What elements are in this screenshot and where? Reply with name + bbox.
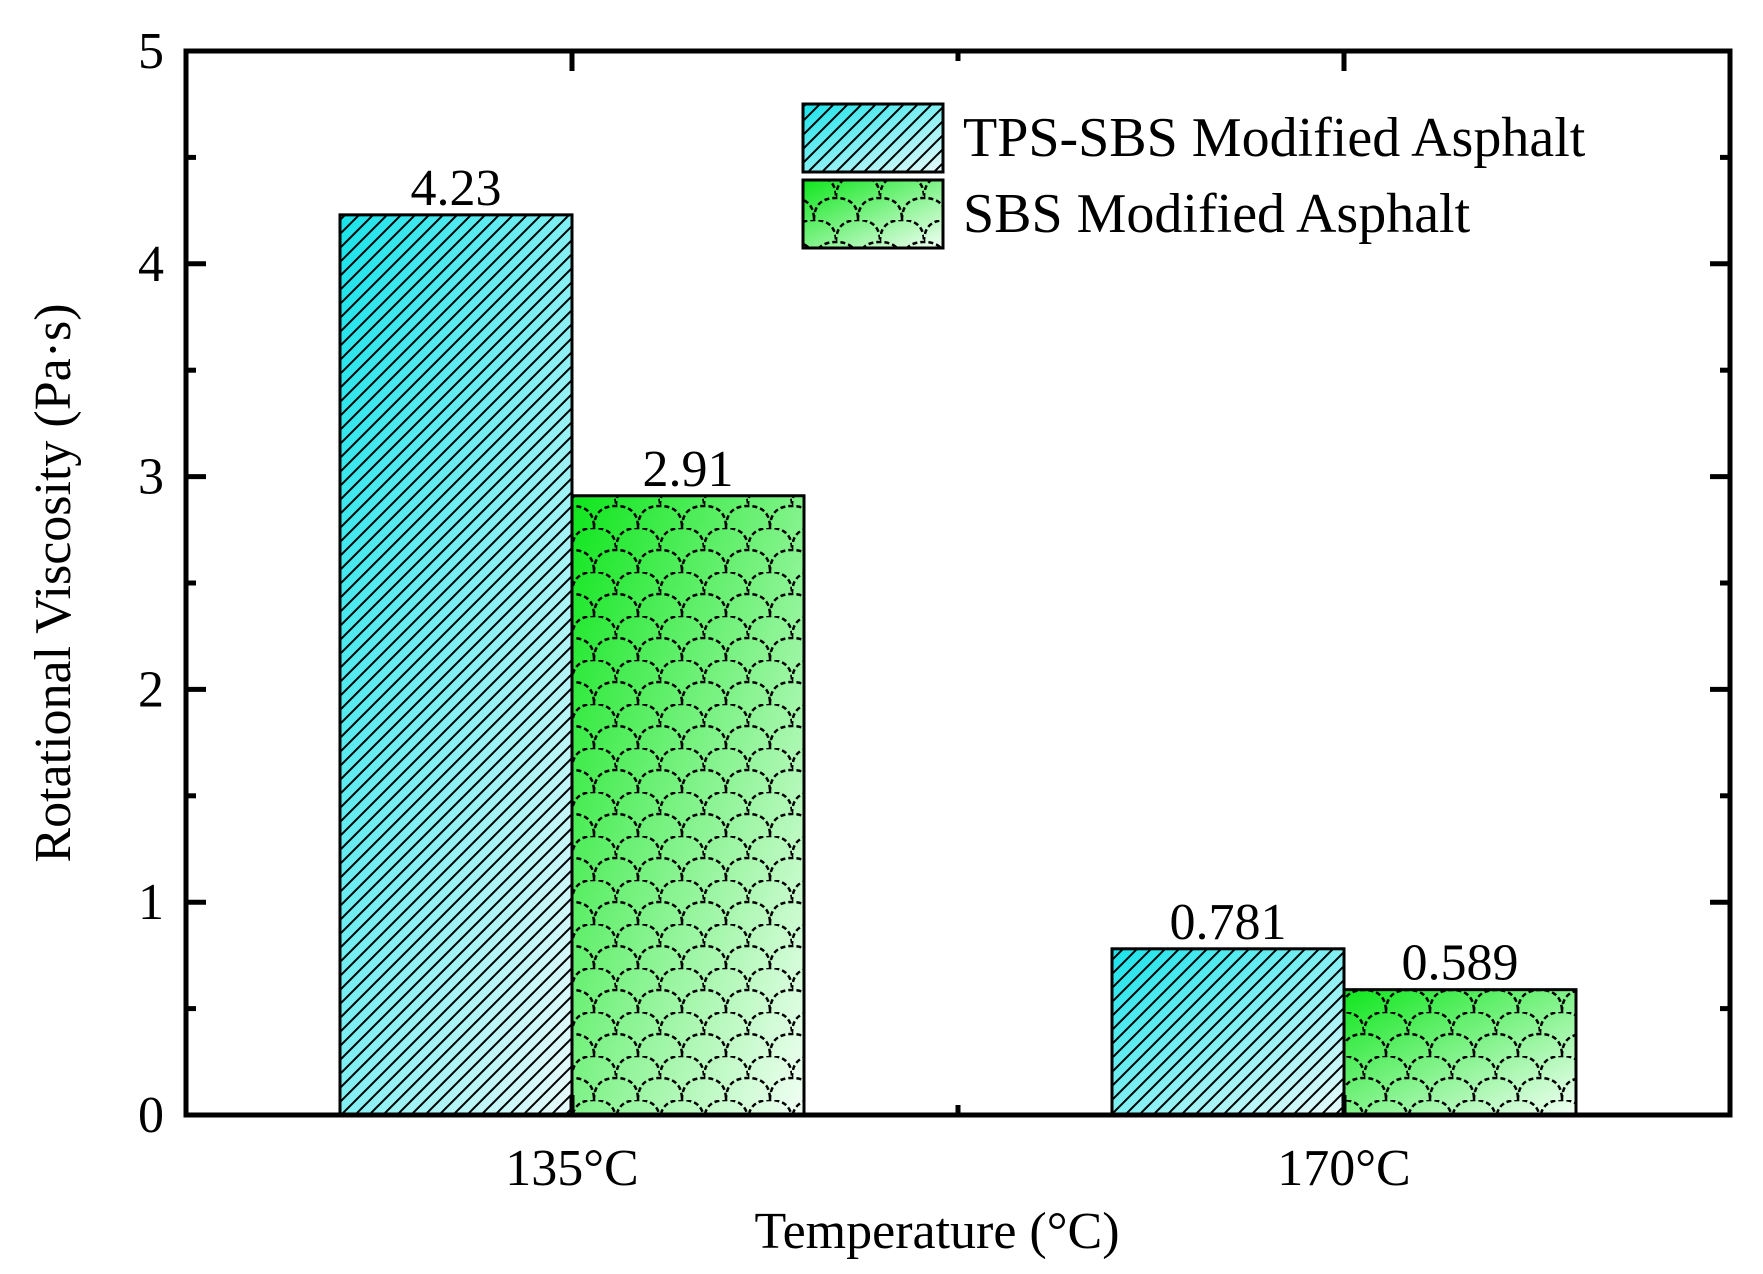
bar-value-label: 2.91 [643,441,734,498]
bar [1110,947,1346,1117]
legend-entry: SBS Modified Asphalt [801,178,1471,250]
ticks-layer [186,48,1730,1118]
value-labels-layer: 4.23 2.91 0.781 0.589 [411,160,1519,992]
bar-value-label: 0.589 [1402,935,1519,992]
y-axis-label: Rotational Viscosity (Pa·s) [25,303,82,862]
x-tick-label: 135°C [505,1140,638,1197]
legend: TPS-SBS Modified Asphalt SBS Modified Asp… [801,102,1586,250]
y-tick-label: 5 [138,23,164,80]
bar [570,494,806,1117]
x-tick-labels: 135°C 170°C [505,1140,1410,1197]
x-tick-label: 170°C [1277,1140,1410,1197]
bars-layer [338,213,1578,1117]
y-tick-label: 0 [138,1087,164,1144]
bar-value-label: 4.23 [411,160,502,217]
bar-value-label: 0.781 [1170,894,1287,951]
y-tick-label: 2 [138,661,164,718]
y-tick-label: 1 [138,874,164,931]
y-tick-labels: 0 1 2 3 4 5 [138,23,164,1144]
bar [1342,988,1578,1117]
legend-label: TPS-SBS Modified Asphalt [963,107,1586,169]
bar [338,213,574,1117]
x-axis-label: Temperature (°C) [754,1203,1119,1260]
y-tick-label: 4 [138,236,164,293]
y-tick-label: 3 [138,449,164,506]
legend-entry: TPS-SBS Modified Asphalt [801,102,1586,174]
legend-label: SBS Modified Asphalt [963,183,1471,245]
